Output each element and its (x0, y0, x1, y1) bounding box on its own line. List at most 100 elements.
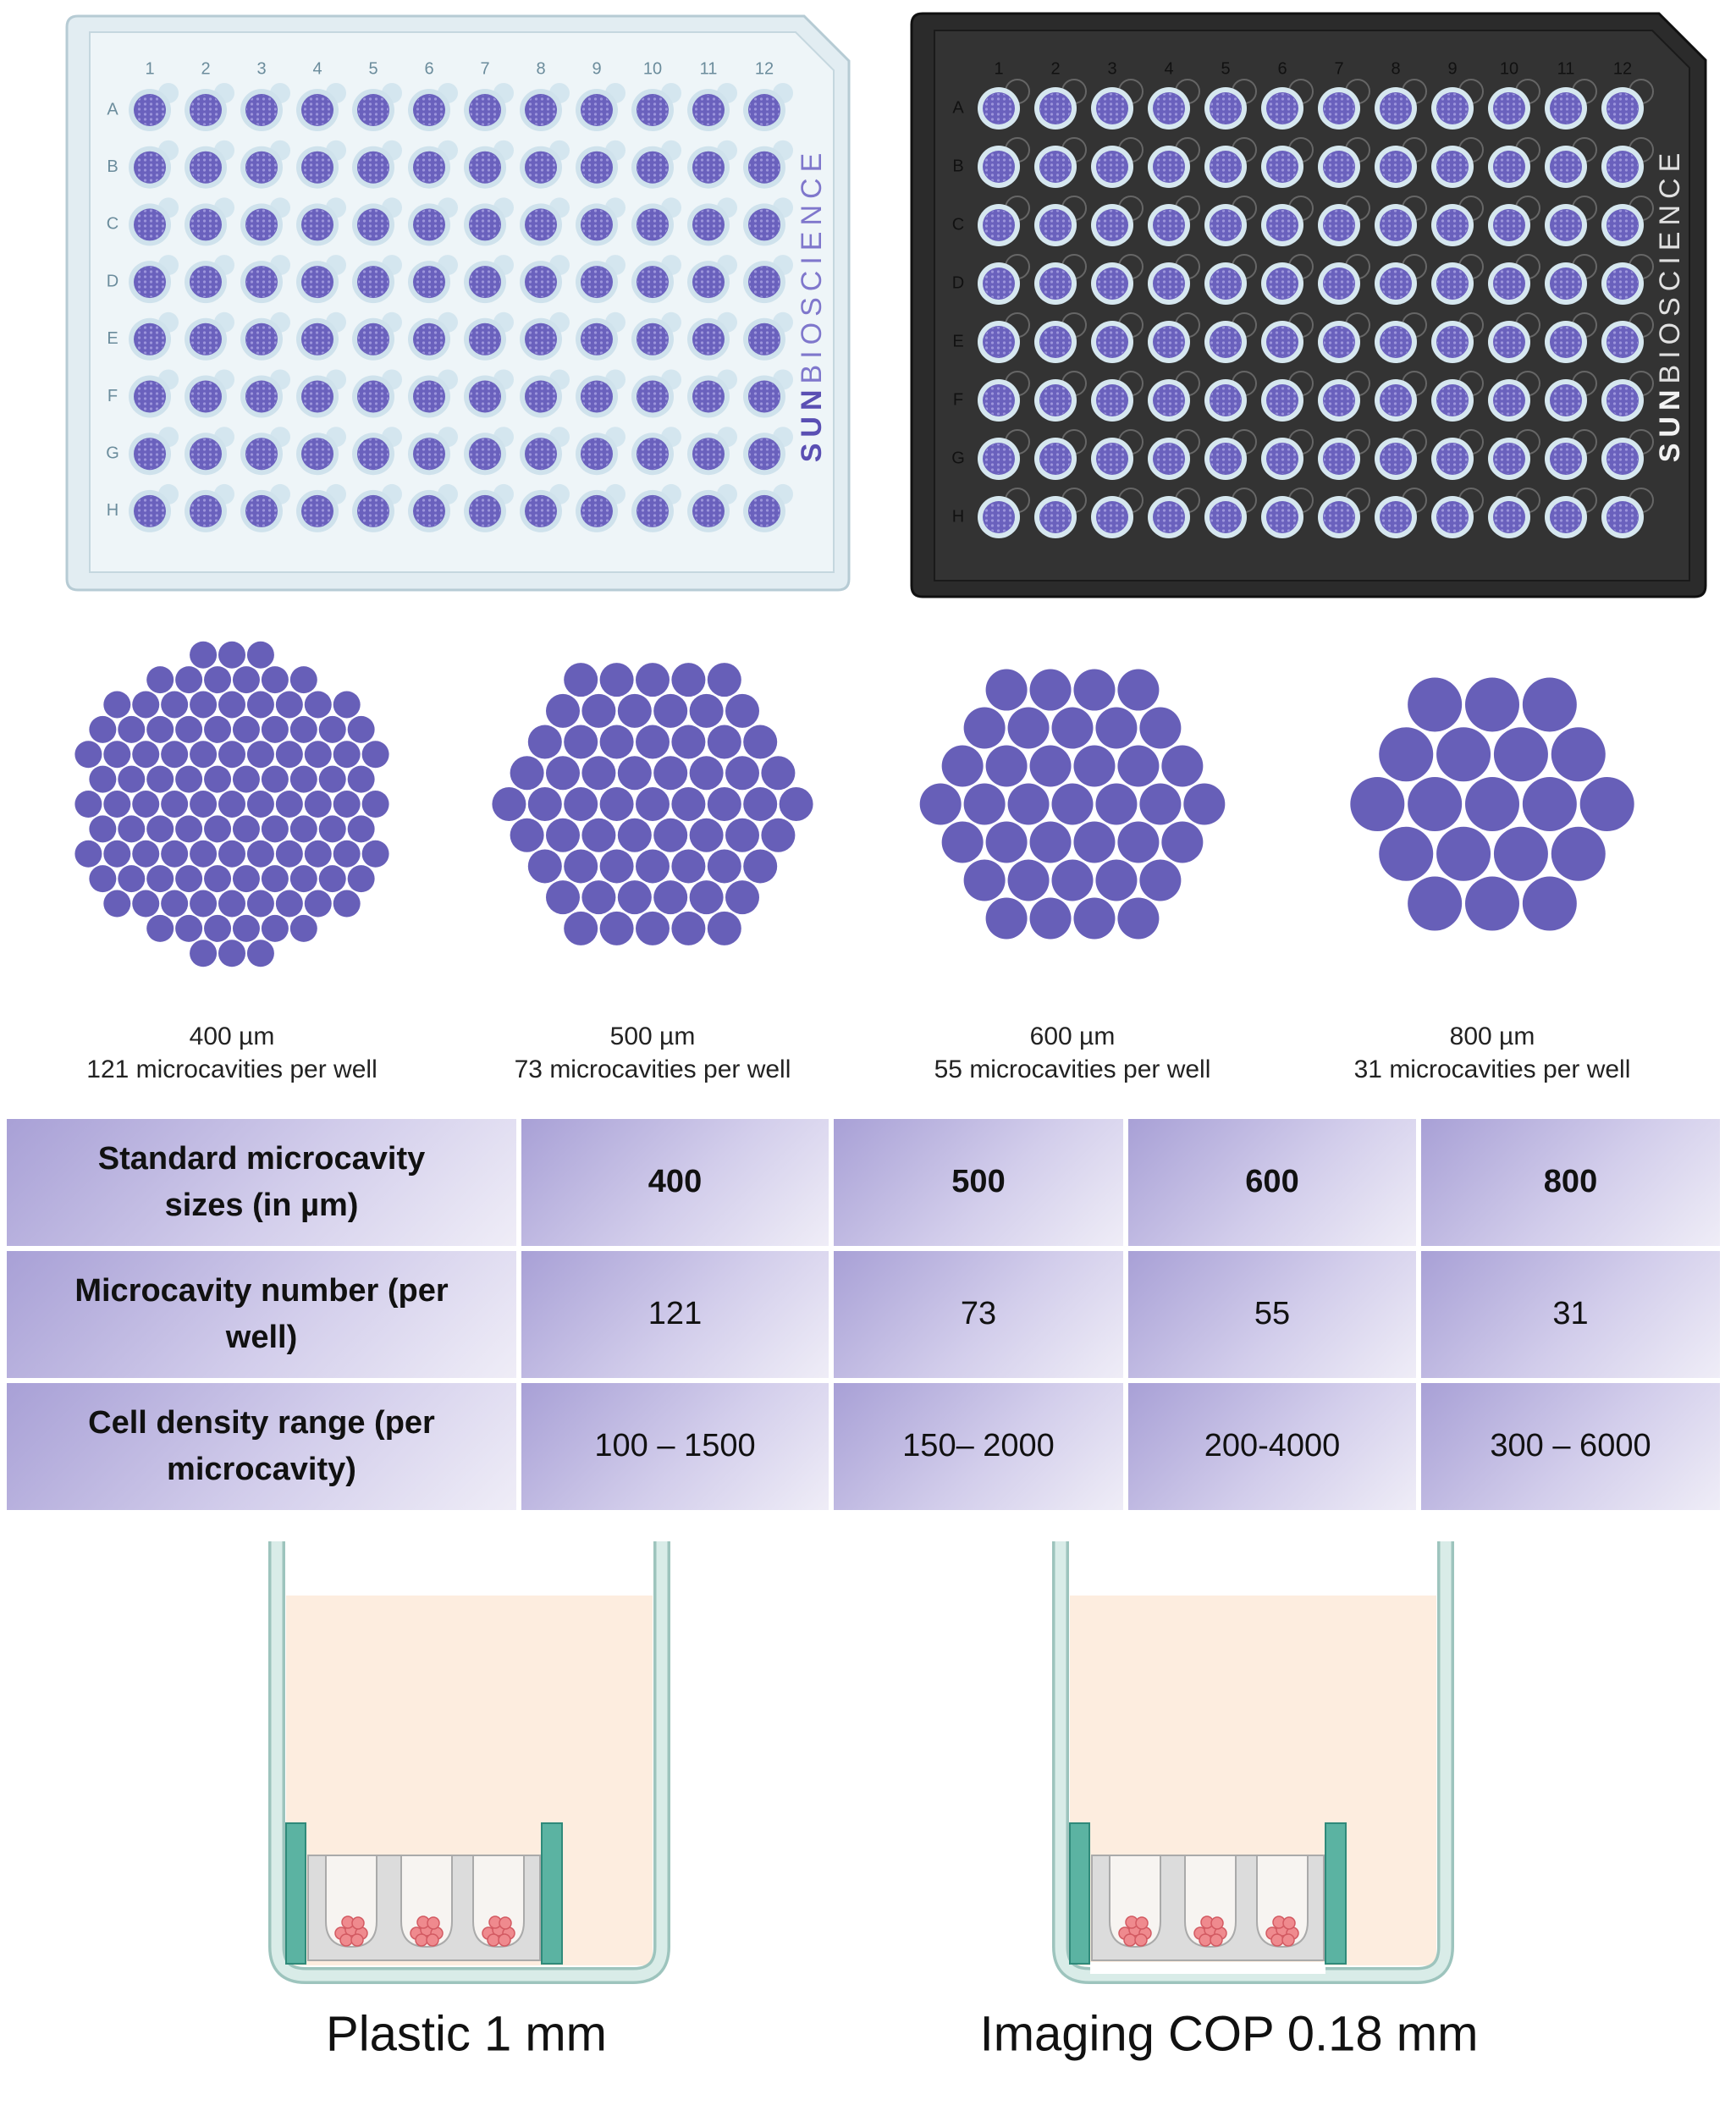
well-dots (1267, 444, 1298, 474)
table-cell: 500 (834, 1119, 1123, 1246)
microcavity (161, 840, 189, 868)
well-dots (1324, 327, 1354, 357)
microcavity (146, 765, 174, 793)
well-dots (1324, 210, 1354, 240)
well-dots (1437, 210, 1468, 240)
column-label: 10 (643, 59, 662, 78)
well-dots (302, 438, 333, 470)
well-dots (693, 323, 724, 355)
microcavity (218, 691, 245, 719)
microcavity (689, 818, 724, 852)
microcavity (689, 880, 724, 915)
microcavity (1408, 777, 1463, 831)
microcavity (707, 663, 741, 697)
well-dots (984, 93, 1014, 124)
microcavity (941, 821, 984, 863)
microcavity (204, 715, 232, 743)
microcavity (218, 840, 245, 868)
microcavity (1117, 669, 1160, 711)
well-dots (302, 209, 333, 240)
support-right (541, 1822, 563, 1965)
microcavity (617, 880, 652, 915)
well-dots (637, 438, 668, 470)
microcavity (304, 791, 332, 818)
microcavity (146, 666, 174, 694)
microcavity (103, 791, 131, 818)
well-dots (581, 381, 612, 412)
microcavity (261, 765, 289, 793)
microcavity (1161, 745, 1204, 787)
microcavity (232, 815, 260, 843)
row-label: C (952, 215, 964, 234)
microcavity (74, 791, 102, 818)
microcavity (492, 787, 526, 821)
well-dots (358, 209, 389, 240)
well-dots (581, 267, 612, 298)
support-right (1325, 1822, 1347, 1965)
microcavity (725, 756, 759, 791)
well-dots (1210, 210, 1241, 240)
well-dots (1210, 385, 1241, 416)
table-cell: 73 (834, 1251, 1123, 1378)
microcavity (347, 815, 375, 843)
microcavity (527, 849, 562, 884)
well-dots (1607, 444, 1638, 474)
well-dots (1607, 210, 1638, 240)
microcavity (636, 849, 670, 884)
well-dots (1210, 327, 1241, 357)
well-dots (693, 381, 724, 412)
well-dots (414, 438, 444, 470)
cell (1210, 1933, 1223, 1947)
column-label: 7 (480, 59, 489, 78)
well-dots (358, 152, 389, 183)
well-dots (246, 95, 277, 125)
microcavity (261, 666, 289, 694)
microcavity (361, 791, 389, 818)
well-dots (1324, 268, 1354, 299)
microcavity (132, 691, 160, 719)
well-dots (1494, 444, 1524, 474)
microcavity (707, 849, 741, 884)
microcavity (1408, 876, 1463, 931)
well-dots (1494, 210, 1524, 240)
microcavity (1029, 897, 1072, 940)
well-dots (1210, 444, 1241, 474)
well-dots (581, 95, 612, 125)
microcavity (1493, 727, 1548, 782)
microcavity (1436, 826, 1491, 881)
table-cell: 400 (521, 1119, 829, 1246)
well-dots (526, 495, 556, 526)
well-dots (637, 209, 668, 240)
column-label: 6 (1277, 59, 1287, 78)
well-dots (302, 495, 333, 526)
microcavity (1465, 677, 1519, 732)
microcavity (333, 890, 361, 918)
well-dots (358, 495, 389, 526)
table-cell: 100 – 1500 (521, 1383, 829, 1510)
microcavity (1007, 783, 1050, 825)
microcavity (275, 840, 303, 868)
well-dots (135, 209, 165, 240)
well-dots (135, 95, 165, 125)
well-dots (1097, 152, 1127, 182)
well-dots (1607, 385, 1638, 416)
microcavity (218, 741, 245, 769)
row-label: B (952, 157, 963, 175)
microcavity (190, 940, 218, 967)
microcavity (1493, 826, 1548, 881)
column-label: 5 (1221, 59, 1230, 78)
microcavity (361, 741, 389, 769)
well-dots (135, 323, 165, 355)
microcavity (361, 840, 389, 868)
microcavity (261, 914, 289, 942)
column-label: 4 (312, 59, 322, 78)
microcavity-clusters: 400 µm 121 microcavities per well 500 µm 73… (74, 641, 1634, 1083)
microcavity (289, 815, 317, 843)
well-dots (1494, 385, 1524, 416)
column-label: 3 (256, 59, 266, 78)
column-label: 2 (1050, 59, 1060, 78)
microcavity (581, 880, 616, 915)
row-header: Microcavity number (per well) (7, 1251, 516, 1378)
